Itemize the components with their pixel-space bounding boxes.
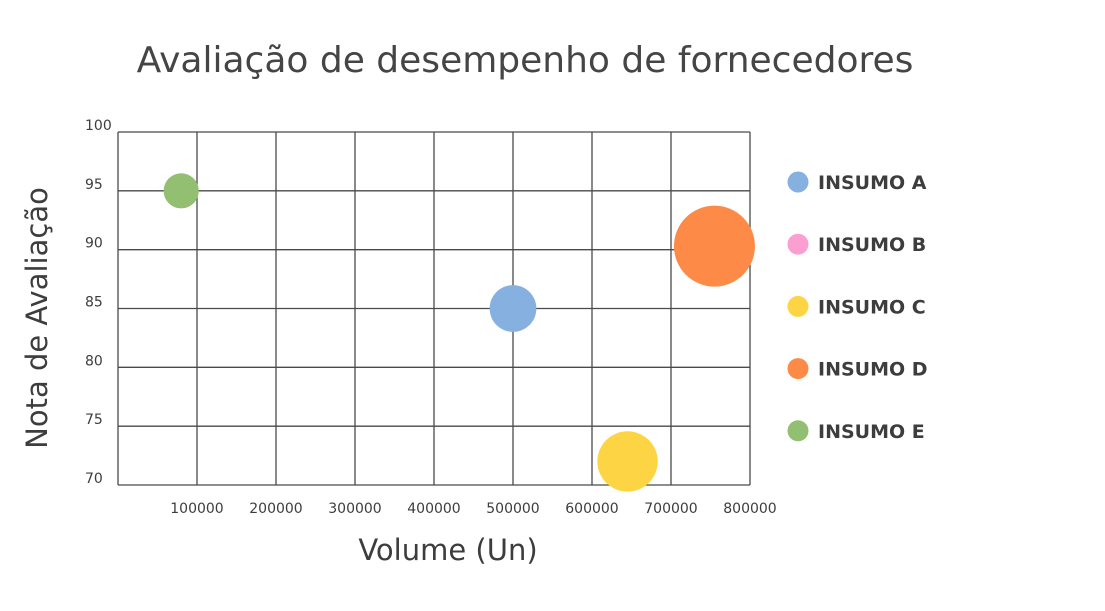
x-tick-label: 400000: [407, 501, 460, 517]
bubble-insumo-a: [489, 285, 537, 332]
y-tick-label: 75: [85, 412, 103, 428]
legend-item: INSUMO E: [787, 420, 925, 443]
bubble-insumo-e: [163, 173, 199, 209]
legend-swatch: [787, 233, 809, 255]
legend-label: INSUMO B: [818, 234, 926, 256]
x-tick-label: 700000: [644, 501, 697, 517]
legend-swatch: [787, 420, 809, 442]
y-tick-label: 100: [85, 118, 112, 134]
legend-label: INSUMO C: [818, 296, 926, 318]
legend-item: INSUMO D: [787, 358, 928, 381]
x-tick-label: 500000: [486, 501, 539, 517]
y-tick-label: 90: [85, 236, 103, 252]
x-tick-label: 300000: [328, 501, 381, 517]
legend-swatch: [787, 295, 809, 317]
y-axis-label: Nota de Avaliação: [20, 187, 54, 449]
bubble-insumo-c: [597, 431, 658, 492]
x-tick-label: 800000: [723, 501, 776, 517]
tick-labels: 100000 200000 300000 400000 500000 600000 7000…: [85, 118, 777, 517]
bubbles: [163, 173, 755, 492]
legend-label: INSUMO E: [818, 421, 925, 443]
legend-label: INSUMO A: [818, 172, 927, 194]
x-tick-label: 100000: [170, 501, 223, 517]
legend-swatch: [787, 171, 809, 193]
legend: INSUMO A INSUMO B INSUMO C INSUMO D INSUMO E: [787, 171, 928, 443]
legend-swatch: [787, 358, 809, 380]
legend-item: INSUMO B: [787, 233, 926, 256]
legend-label: INSUMO D: [818, 359, 928, 381]
chart-title: Avaliação de desempenho de fornecedores: [137, 40, 914, 81]
grid: [117, 131, 751, 486]
x-tick-label: 600000: [565, 501, 618, 517]
x-tick-label: 200000: [249, 501, 302, 517]
bubble-insumo-d: [673, 205, 755, 287]
y-tick-label: 70: [85, 471, 103, 487]
legend-item: INSUMO A: [787, 171, 927, 194]
legend-item: INSUMO C: [787, 295, 926, 318]
y-tick-label: 80: [85, 353, 103, 369]
y-tick-label: 85: [85, 295, 103, 311]
y-tick-label: 95: [85, 177, 103, 193]
x-axis-label: Volume (Un): [358, 533, 537, 567]
